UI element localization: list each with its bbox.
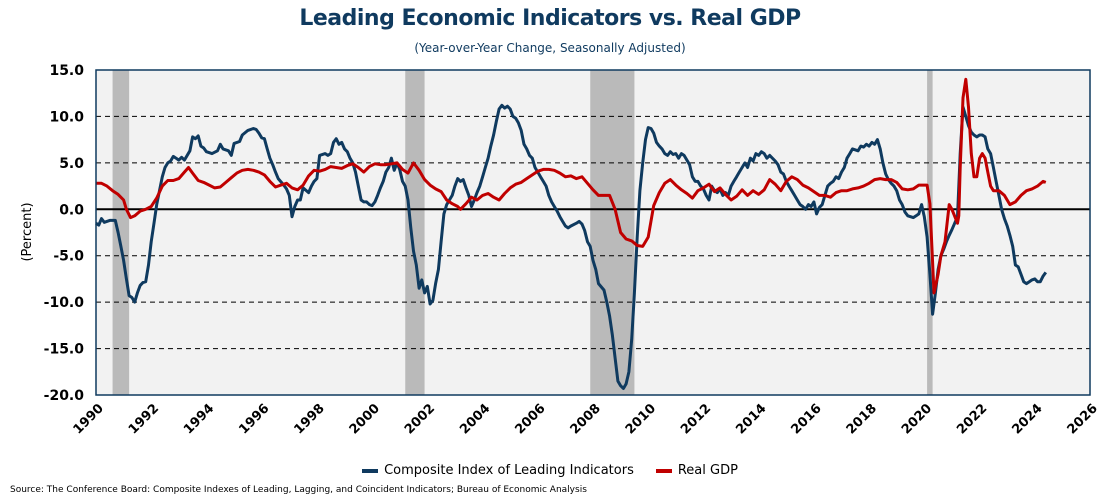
y-tick-label: 15.0 [49,63,84,79]
legend-swatch-leading-indicators [362,468,379,473]
legend-swatch-real-gdp [655,468,672,473]
y-tick-label: -10.0 [44,295,85,311]
y-tick-label: 5.0 [59,156,84,172]
x-tick-label: 1992 [126,401,162,437]
series-real-gdp-line [96,77,1047,295]
x-tick-label: 2022 [954,401,990,437]
recession-band [112,70,130,395]
x-tick-label: 2020 [899,401,935,437]
x-tick-label: 2018 [844,401,880,437]
x-tick-label: 2026 [1065,401,1100,437]
x-tick-label: 2002 [402,401,438,437]
chart-subtitle: (Year-over-Year Change, Seasonally Adjus… [414,41,686,55]
x-tick-label: 2010 [623,401,659,437]
plot-frame [95,69,1091,396]
legend-label-leading-indicators: Composite Index of Leading Indicators [384,463,634,478]
legend: Composite Index of Leading Indicators Re… [0,463,1100,478]
y-tick-label: -15.0 [44,342,85,358]
x-tick-label: 2014 [733,401,769,437]
y-axis: 15.0 10.0 5.0 0.0 -5.0 -10.0 -15.0 -20.0 [44,63,85,404]
x-tick-label: 2024 [1009,401,1045,437]
legend-item-real-gdp: Real GDP [655,463,738,478]
y-tick-label: 0.0 [59,202,84,218]
y-tick-label: -5.0 [53,249,84,265]
x-tick-label: 1994 [181,401,217,437]
source-note: Source: The Conference Board: Composite … [10,485,587,495]
x-tick-label: 2012 [678,401,714,437]
y-axis-label: (Percent) [20,202,35,261]
y-tick-label: 10.0 [49,109,84,125]
x-tick-label: 1996 [236,401,272,437]
x-tick-label: 2000 [347,401,383,437]
x-tick-label: 1990 [71,401,107,437]
legend-label-real-gdp: Real GDP [677,463,738,478]
legend-item-leading-indicators: Composite Index of Leading Indicators [362,463,634,478]
x-tick-label: 2016 [789,401,825,437]
chart-title: Leading Economic Indicators vs. Real GDP [299,6,801,31]
y-tick-label: -20.0 [44,388,85,404]
x-tick-label: 1998 [292,401,328,437]
series-layer [95,77,1048,390]
x-tick-label: 2008 [568,401,604,437]
x-tick-label: 2004 [457,401,493,437]
x-axis: 1990 1992 1994 1996 1998 2000 2002 2004 2006 2008… [71,401,1100,437]
x-tick-label: 2006 [512,401,548,437]
recession-band [405,70,425,395]
series-leading-indicators-line [95,103,1048,390]
